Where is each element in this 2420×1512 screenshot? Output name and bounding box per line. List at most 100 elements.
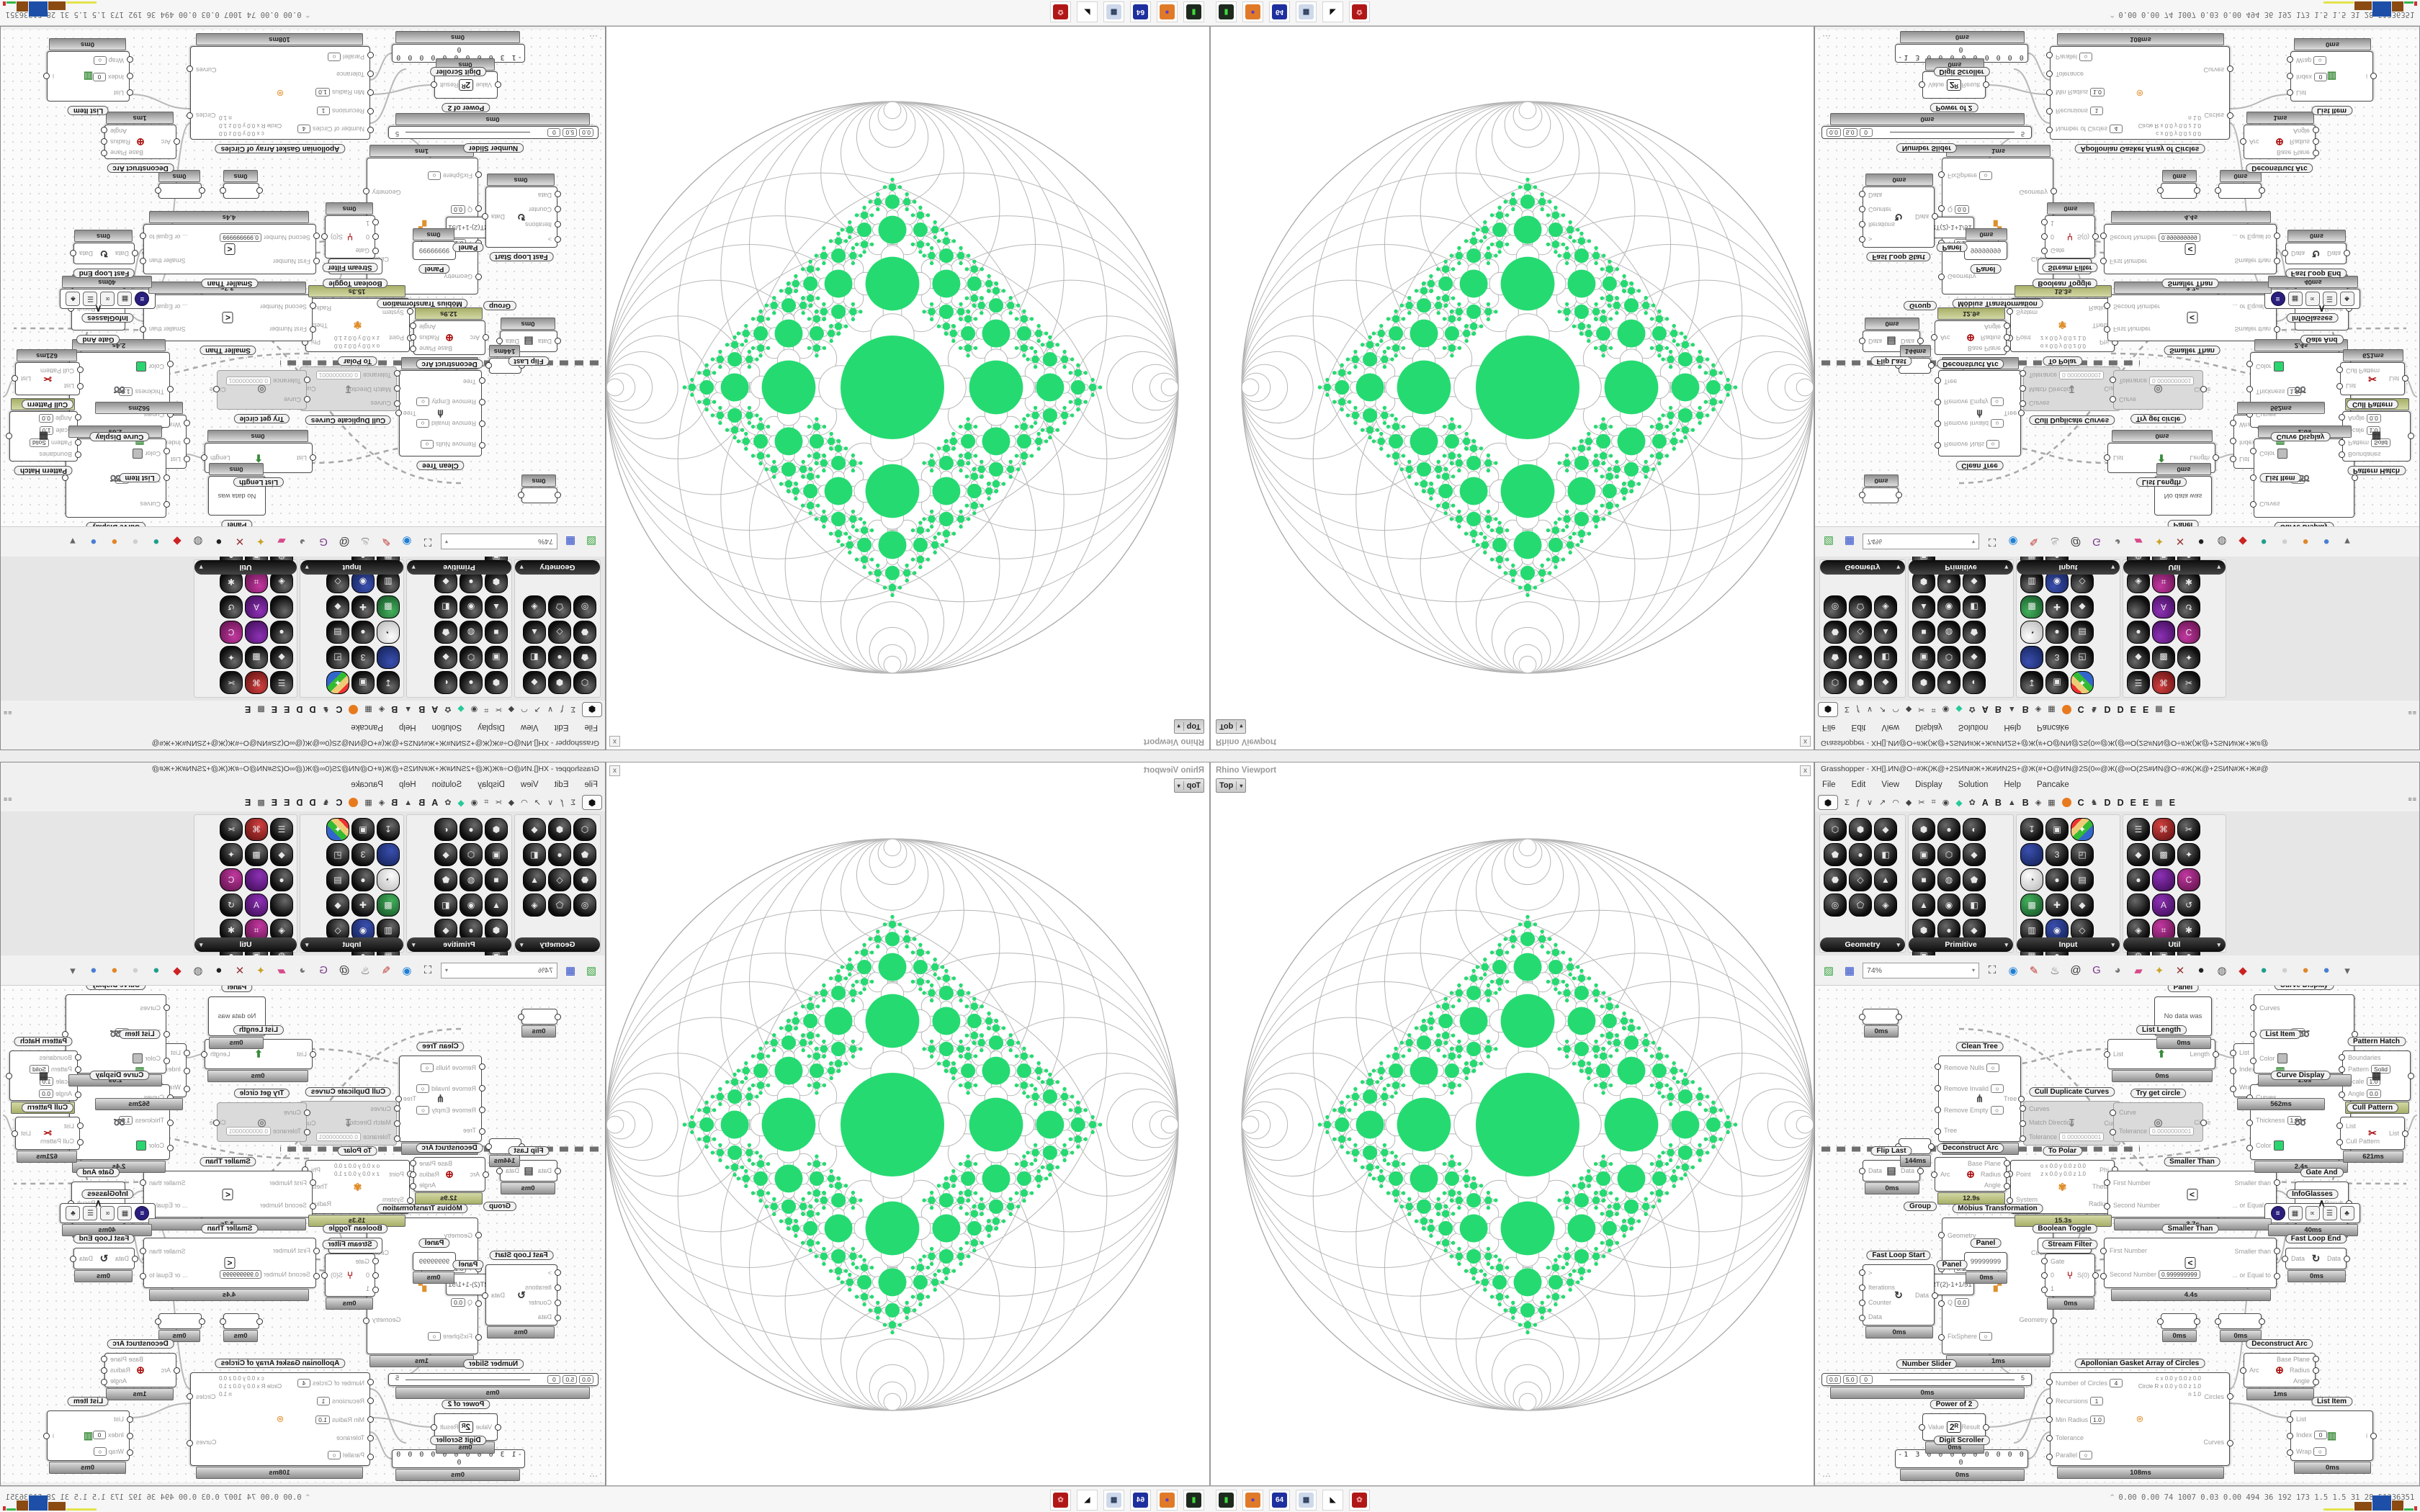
component-icon[interactable]: ◆ bbox=[2071, 894, 2094, 917]
toolbar-icon[interactable]: ▦ bbox=[565, 964, 576, 977]
gh-node[interactable]: Cull Pattern List Cull Pattern List ✂ 621ms bbox=[12, 1103, 84, 1163]
value-chip[interactable]: ○ bbox=[327, 52, 341, 61]
component-icon[interactable]: ● bbox=[2045, 868, 2069, 891]
input-port[interactable] bbox=[1935, 1063, 1941, 1070]
tray-icon-ruby[interactable]: ✿ bbox=[1050, 1, 1071, 22]
component-icon[interactable]: ⬟ bbox=[1824, 843, 1847, 866]
component-icon[interactable]: ◇ bbox=[1849, 868, 1872, 891]
gh-node[interactable]: Number Slider 0.0 5.0 0 5 0ms bbox=[1821, 113, 2032, 153]
component-icon[interactable]: ● bbox=[1849, 646, 1872, 669]
output-port[interactable] bbox=[2092, 233, 2099, 240]
input-port[interactable] bbox=[2041, 248, 2048, 254]
input-port[interactable] bbox=[184, 1067, 190, 1074]
zoom-select[interactable]: 74% ▾ bbox=[1863, 534, 1979, 550]
input-port[interactable] bbox=[2041, 233, 2048, 240]
color-swatch[interactable] bbox=[136, 1140, 147, 1151]
component-icon[interactable]: ◧ bbox=[1874, 843, 1897, 866]
rhino-viewport-window[interactable]: Rhino Viewport Top ▾ x bbox=[1210, 762, 1814, 1486]
input-port[interactable] bbox=[483, 334, 489, 341]
input-port[interactable] bbox=[555, 1014, 561, 1020]
output-port[interactable] bbox=[2352, 474, 2358, 481]
output-port[interactable] bbox=[2402, 1130, 2408, 1137]
output-port[interactable] bbox=[410, 1171, 416, 1178]
gh-node[interactable]: Fast Loop Start > Iterations Counter Data Dat… bbox=[1859, 174, 1938, 261]
value-chip[interactable]: 0.999999999 bbox=[2159, 233, 2200, 242]
gh-node[interactable]: Smaller Than First Number Second Number 0.9… bbox=[2100, 211, 2280, 288]
input-port[interactable] bbox=[407, 307, 413, 315]
tab-♞[interactable]: ♞ bbox=[2090, 705, 2098, 714]
input-port[interactable] bbox=[313, 1247, 320, 1254]
output-port[interactable] bbox=[12, 1130, 18, 1137]
gh-node[interactable]: Smaller Than First Number Second Number 0.9… bbox=[140, 1224, 320, 1301]
value-chip[interactable]: 0.0000000001 bbox=[2149, 1126, 2195, 1135]
gh-node[interactable]: Pattern Hatch Boundaries Pattern Solid Scale… bbox=[2339, 398, 2414, 475]
tab-E[interactable]: E bbox=[284, 797, 290, 808]
component-icon[interactable]: ⬟ bbox=[573, 843, 596, 866]
output-port[interactable] bbox=[2313, 1379, 2319, 1385]
gh-node[interactable]: Apollonian Gasket Array of Circles c x 0.… bbox=[2046, 33, 2233, 153]
input-port[interactable] bbox=[372, 1258, 379, 1264]
gh-node[interactable]: Number Slider 0.0 5.0 0 5 0ms bbox=[388, 113, 599, 153]
component-icon[interactable]: ⬟ bbox=[434, 868, 457, 891]
output-port[interactable] bbox=[12, 375, 18, 382]
input-port[interactable] bbox=[310, 325, 316, 333]
value-chip[interactable]: 1.0 bbox=[315, 1415, 330, 1424]
menu-item-pancake[interactable]: Pancake bbox=[2037, 723, 2069, 732]
toolbar-icon[interactable]: ● bbox=[2323, 536, 2330, 548]
input-port[interactable] bbox=[555, 338, 561, 344]
tab-▲[interactable]: ▲ bbox=[404, 798, 413, 807]
output-port[interactable] bbox=[321, 233, 328, 240]
component-icon[interactable]: ▲ bbox=[485, 894, 508, 917]
gh-node[interactable]: Deconstruct Arc Arc Base Plane Radius Angle ⊕… bbox=[2240, 1339, 2319, 1400]
input-port[interactable] bbox=[2046, 127, 2053, 133]
panel-expand-icon[interactable]: ▾ bbox=[2217, 564, 2220, 572]
value-chip[interactable]: ○ bbox=[1990, 397, 2004, 407]
output-port[interactable] bbox=[2004, 323, 2010, 329]
input-port[interactable] bbox=[367, 108, 374, 114]
value-chip[interactable]: 5.0 bbox=[563, 128, 578, 137]
value-chip[interactable]: ○ bbox=[416, 1105, 430, 1115]
component-icon[interactable]: ▩ bbox=[2152, 843, 2175, 866]
tray-icon-firefox[interactable]: ● bbox=[1242, 1, 1263, 22]
component-icon[interactable]: ☰ bbox=[270, 671, 293, 694]
component-icon[interactable] bbox=[245, 621, 268, 644]
gh-node[interactable]: Pattern Hatch Boundaries Pattern Solid Scale… bbox=[2339, 1037, 2414, 1114]
component-icon[interactable]: ● bbox=[1937, 818, 1960, 841]
tray-icon-calculator[interactable]: ▦ bbox=[1296, 1, 1317, 22]
input-port[interactable] bbox=[2110, 1109, 2116, 1116]
value-chip[interactable]: ○ bbox=[93, 1446, 107, 1456]
value-chip[interactable]: 4 bbox=[2110, 1378, 2123, 1387]
component-icon[interactable]: ● bbox=[2127, 868, 2150, 891]
gh-node[interactable]: Try get circle Curve Tolerance 0.0000000001… bbox=[210, 1089, 310, 1142]
tab-▲[interactable]: ▲ bbox=[404, 705, 413, 714]
tab-▦[interactable]: ▦ bbox=[2048, 705, 2056, 714]
component-icon[interactable]: ◔ bbox=[377, 868, 400, 891]
value-chip[interactable]: ○ bbox=[420, 1063, 434, 1072]
output-port[interactable] bbox=[1917, 1168, 1924, 1174]
input-port[interactable] bbox=[127, 1433, 133, 1439]
component-icon[interactable]: ◔ bbox=[2020, 868, 2043, 891]
component-icon[interactable]: 3 bbox=[2045, 646, 2069, 669]
tab-B[interactable]: B bbox=[2022, 797, 2029, 808]
input-port[interactable] bbox=[1919, 1424, 1925, 1431]
input-port[interactable] bbox=[475, 171, 482, 178]
component-icon[interactable]: ✚ bbox=[351, 894, 375, 917]
gh-node[interactable]: Panel 99999999 0ms bbox=[413, 1238, 456, 1284]
input-port[interactable] bbox=[2046, 1416, 2053, 1423]
component-icon[interactable]: ▲ bbox=[1912, 595, 1935, 618]
gh-node[interactable]: 0ms bbox=[2215, 170, 2265, 199]
value-chip[interactable]: ○ bbox=[2079, 52, 2093, 61]
menu-item-display[interactable]: Display bbox=[478, 780, 505, 789]
component-icon[interactable]: 3 bbox=[2045, 843, 2069, 866]
tray-icon-swan[interactable]: ◣ bbox=[1077, 1, 1098, 22]
input-port[interactable] bbox=[475, 1300, 482, 1307]
component-icon[interactable]: ☰ bbox=[2127, 818, 2150, 841]
tab-↗[interactable]: ↗ bbox=[1879, 798, 1886, 807]
gh-node[interactable]: List Item List Index 0 Wrap ○ i ▥ 0ms bbox=[2287, 1397, 2377, 1474]
tab-D[interactable]: D bbox=[309, 704, 316, 715]
menu-item-pancake[interactable]: Pancake bbox=[351, 723, 383, 732]
value-chip[interactable]: ○ bbox=[2313, 56, 2327, 66]
component-icon[interactable]: ▤ bbox=[2071, 621, 2094, 644]
output-port[interactable] bbox=[2194, 1318, 2200, 1325]
component-icon[interactable]: ▣ bbox=[2045, 671, 2069, 694]
